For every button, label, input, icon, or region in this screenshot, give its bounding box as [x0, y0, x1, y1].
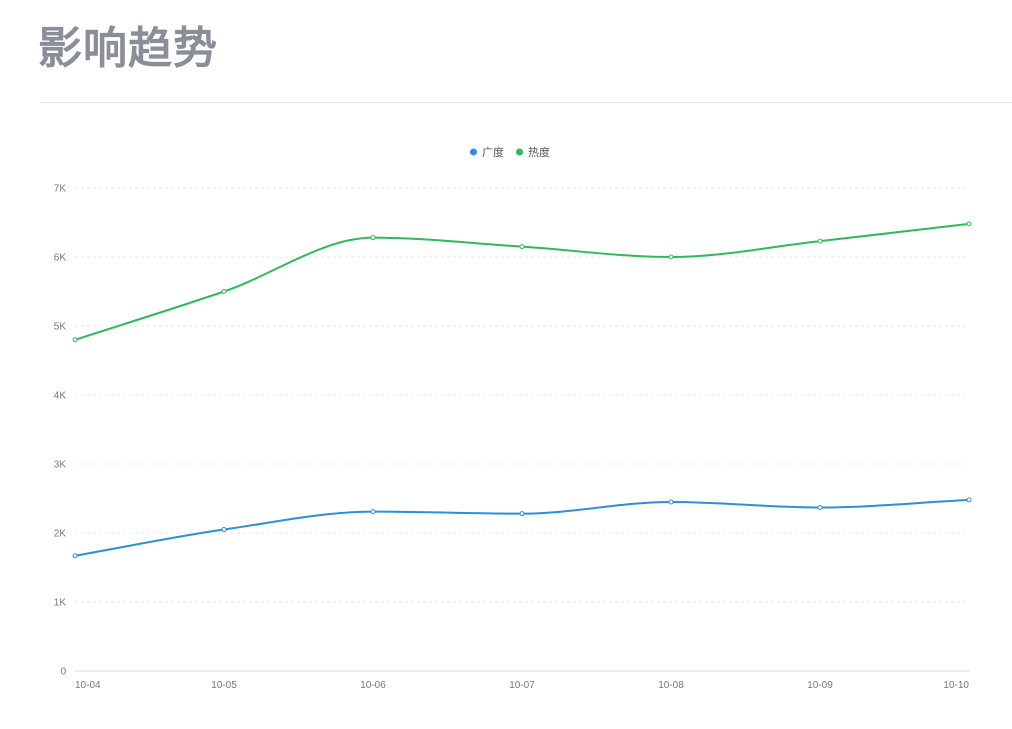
- data-point[interactable]: [668, 254, 674, 260]
- series-line-1[interactable]: [74, 222, 970, 341]
- data-point[interactable]: [966, 221, 972, 227]
- legend-marker: [470, 148, 477, 156]
- data-point[interactable]: [966, 497, 972, 503]
- data-point[interactable]: [519, 244, 525, 250]
- x-tick-label: 10-08: [658, 680, 684, 691]
- data-point[interactable]: [519, 511, 525, 517]
- legend: 广度 热度: [470, 145, 550, 159]
- legend-label[interactable]: 热度: [528, 145, 550, 159]
- x-tick-label: 10-04: [75, 680, 101, 691]
- x-tick-label: 10-10: [943, 680, 969, 691]
- data-point[interactable]: [817, 504, 823, 510]
- data-point[interactable]: [817, 238, 823, 244]
- legend-marker: [516, 148, 523, 156]
- grid-lines: [75, 187, 969, 603]
- y-tick-label: 2K: [54, 529, 67, 540]
- data-point[interactable]: [668, 499, 674, 505]
- series-lines: [72, 221, 972, 559]
- data-point[interactable]: [72, 337, 78, 343]
- data-point[interactable]: [370, 235, 376, 241]
- data-point[interactable]: [221, 527, 227, 533]
- y-tick-label: 4K: [54, 391, 67, 402]
- y-tick-label: 3K: [54, 460, 67, 471]
- y-tick-label: 0: [60, 667, 66, 678]
- data-point[interactable]: [72, 553, 78, 559]
- axes: 0 1K 2K 3K 4K 5K 6K 7K 10-04 10-05 10-06 10-07 10-08…: [54, 184, 970, 692]
- x-tick-label: 10-09: [807, 680, 833, 691]
- x-tick-label: 10-07: [509, 680, 535, 691]
- title-divider: [40, 102, 1012, 103]
- y-tick-label: 5K: [54, 322, 67, 333]
- x-tick-label: 10-05: [211, 680, 237, 691]
- data-point[interactable]: [370, 509, 376, 515]
- series-line-0[interactable]: [74, 498, 970, 557]
- data-point[interactable]: [221, 289, 227, 294]
- x-tick-label: 10-06: [360, 680, 386, 691]
- y-tick-label: 1K: [54, 598, 67, 609]
- page-title: 影响趋势: [38, 23, 218, 74]
- y-tick-label: 7K: [54, 184, 67, 195]
- y-tick-label: 6K: [54, 253, 67, 264]
- legend-label[interactable]: 广度: [482, 145, 504, 159]
